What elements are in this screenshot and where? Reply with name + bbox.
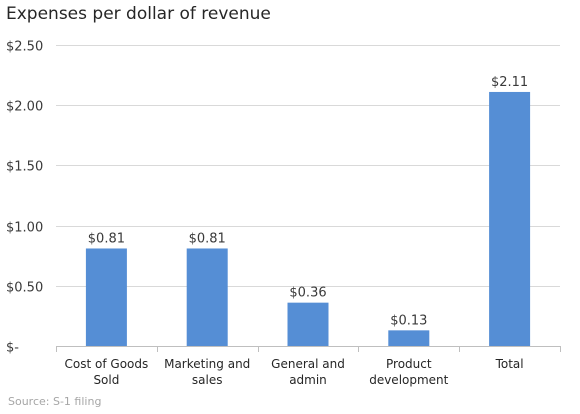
bar [85,248,127,346]
gridlines [56,45,561,352]
bar-value-label: $0.81 [189,231,226,246]
y-tick-label: $1.50 [6,160,43,175]
bar-value-label: $0.36 [289,286,326,301]
data-labels: $0.81 $0.81 $0.36 $0.13 $2.11 [88,75,528,328]
bar [186,248,228,346]
bar-value-label: $2.11 [491,75,528,90]
bar-value-label: $0.13 [390,313,427,328]
y-tick-label: $- [6,341,19,356]
x-category-label: Total [495,357,524,371]
source-note: Source: S-1 filing [8,395,102,408]
bar [489,91,531,347]
x-axis-categories: Cost of Goods Sold Marketing and sales Gener… [65,357,524,387]
bars [85,91,531,347]
y-tick-label: $0.50 [6,281,43,296]
bar-value-label: $0.81 [88,231,125,246]
bar [388,330,430,346]
x-category-label: Product development [369,357,448,387]
y-tick-label: $2.50 [6,40,43,55]
x-category-label: General and admin [271,357,345,387]
chart-title: Expenses per dollar of revenue [6,4,271,24]
bar [287,302,329,346]
y-tick-label: $1.00 [6,221,43,236]
x-category-label: Marketing and sales [164,357,250,387]
x-category-label: Cost of Goods Sold [65,357,149,387]
y-tick-label: $2.00 [6,100,43,115]
y-axis-ticks: $- $0.50 $1.00 $1.50 $2.00 $2.50 [6,40,43,356]
